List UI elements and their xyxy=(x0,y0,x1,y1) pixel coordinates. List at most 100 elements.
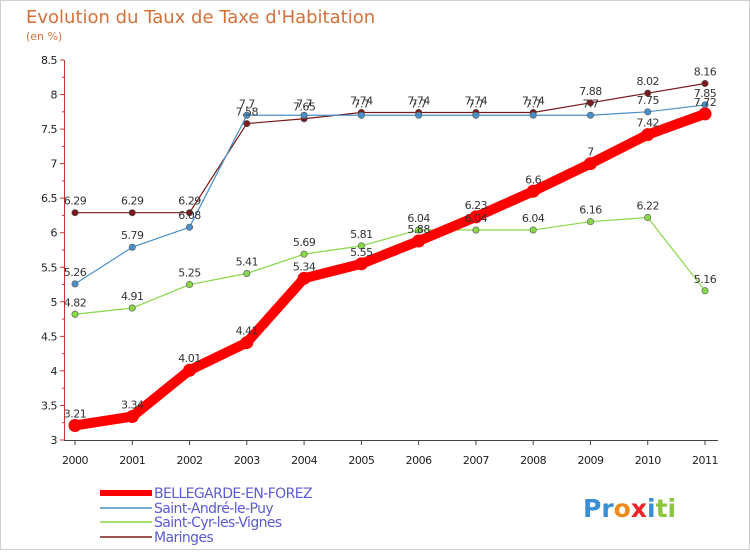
y-tick-label: 7 xyxy=(51,158,58,171)
data-label: 7.42 xyxy=(636,117,659,130)
proxiti-logo: Proxiti xyxy=(583,494,676,523)
data-point xyxy=(412,234,426,248)
series-line xyxy=(70,108,710,431)
data-point xyxy=(586,99,594,107)
data-label: 4.41 xyxy=(236,325,259,338)
data-label: 5.88 xyxy=(407,223,430,236)
data-point xyxy=(641,128,655,142)
data-point xyxy=(183,363,197,377)
x-tick-label: 2007 xyxy=(463,454,489,467)
data-point xyxy=(583,157,597,171)
y-ticks: 3 3.5 4 4.5 5 5.5 6 6.5 7 7.5 8 8.5 xyxy=(41,54,64,447)
data-label: 4.82 xyxy=(64,296,87,309)
data-point xyxy=(128,304,136,312)
series-layer: 3.21 3.34 4.01 4.41 5.34 5.55 5.88 6.23 6.6 7 7.42… xyxy=(64,65,717,432)
x-tick-label: 2008 xyxy=(520,454,546,467)
data-point xyxy=(698,107,712,121)
data-label: 6.23 xyxy=(465,199,488,212)
y-tick-label: 5.5 xyxy=(41,261,57,274)
data-label: 5.41 xyxy=(236,255,259,268)
data-point xyxy=(71,310,79,318)
data-point xyxy=(526,184,540,198)
data-labels-0: 3.21 3.34 4.01 4.41 5.34 5.55 5.88 6.23 6.6 7 7.42… xyxy=(64,96,717,421)
data-label: 7.74 xyxy=(407,95,430,108)
data-label: 8.16 xyxy=(694,65,717,78)
data-label: 5.26 xyxy=(64,266,87,279)
legend: BELLEGARDE-EN-FOREZSaint-André-le-PuySai… xyxy=(100,486,313,546)
data-label: 7.7 xyxy=(239,97,255,110)
data-label: 3.21 xyxy=(64,407,87,420)
data-point xyxy=(415,111,423,119)
data-point xyxy=(529,111,537,119)
data-label: 6.16 xyxy=(579,204,602,217)
x-tick-label: 2010 xyxy=(635,454,661,467)
data-label: 7.58 xyxy=(236,106,259,119)
data-point xyxy=(701,287,709,295)
data-label: 5.34 xyxy=(293,260,316,273)
series-2 xyxy=(71,214,709,318)
data-point xyxy=(125,410,139,424)
y-tick-label: 5 xyxy=(51,296,58,309)
data-label: 6.04 xyxy=(407,212,430,225)
data-label: 5.79 xyxy=(121,229,144,242)
data-point xyxy=(354,257,368,271)
data-point xyxy=(701,79,709,87)
data-point xyxy=(644,214,652,222)
y-tick-label: 3.5 xyxy=(41,399,57,412)
data-labels-1: 5.26 5.79 6.08 7.7 7.7 7.7 7.7 7.7 7.7 7.7 7.75 7.8… xyxy=(64,87,717,279)
data-label: 7.88 xyxy=(579,85,602,98)
data-label: 4.01 xyxy=(178,352,201,365)
y-tick-label: 4.5 xyxy=(41,330,57,343)
data-label: 6.6 xyxy=(525,173,541,186)
data-point xyxy=(529,226,537,234)
data-label: 6.04 xyxy=(465,212,488,225)
data-point xyxy=(128,209,136,217)
data-label: 7.7 xyxy=(582,97,598,110)
data-label: 7.65 xyxy=(293,101,316,114)
y-tick-label: 8.5 xyxy=(41,54,57,67)
legend-item-1: Saint-André-le-Puy xyxy=(100,501,274,517)
data-point xyxy=(128,243,136,251)
data-point xyxy=(472,111,480,119)
y-tick-label: 4 xyxy=(51,365,58,378)
data-label: 6.29 xyxy=(64,195,87,208)
x-tick-label: 2006 xyxy=(406,454,432,467)
legend-label: Saint-André-le-Puy xyxy=(154,501,273,517)
x-tick-label: 2003 xyxy=(234,454,260,467)
data-label: 7.74 xyxy=(350,95,373,108)
y-tick-label: 6.5 xyxy=(41,192,57,205)
data-point xyxy=(300,250,308,258)
data-label: 4.91 xyxy=(121,290,144,303)
data-point xyxy=(472,226,480,234)
series-0 xyxy=(68,107,712,432)
data-point xyxy=(71,209,79,217)
x-tick-label: 2005 xyxy=(348,454,374,467)
x-tick-label: 2004 xyxy=(291,454,317,467)
y-tick-label: 6 xyxy=(51,227,58,240)
chart-title: Evolution du Taux de Taxe d'Habitation xyxy=(26,7,375,28)
x-tick-label: 2009 xyxy=(577,454,603,467)
data-point xyxy=(186,223,194,231)
data-point xyxy=(469,210,483,224)
data-label: 5.25 xyxy=(178,267,201,280)
data-point xyxy=(644,108,652,116)
y-tick-label: 7.5 xyxy=(41,123,57,136)
data-point xyxy=(71,280,79,288)
data-label: 6.29 xyxy=(121,195,144,208)
x-ticks: 2000 2001 2002 2003 2004 2005 2006 2007 2008 2009… xyxy=(62,440,719,467)
data-labels-2: 4.82 4.91 5.25 5.41 5.69 5.81 6.04 6.04 6.04 6.16… xyxy=(64,200,717,310)
data-point xyxy=(586,218,594,226)
logo-text: Proxiti xyxy=(583,494,676,523)
data-point xyxy=(586,111,594,119)
data-label: 6.29 xyxy=(178,195,201,208)
data-point xyxy=(240,336,254,350)
data-point xyxy=(415,226,423,234)
data-point xyxy=(186,209,194,217)
legend-item-3: Maringes xyxy=(100,530,214,546)
x-tick-label: 2002 xyxy=(177,454,203,467)
data-label: 6.22 xyxy=(636,200,659,213)
data-label: 8.02 xyxy=(636,75,659,88)
